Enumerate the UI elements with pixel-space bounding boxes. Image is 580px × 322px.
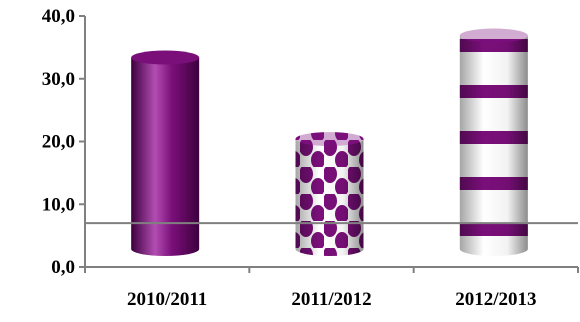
- bars: [131, 28, 528, 257]
- y-tick-label: 20,0: [42, 132, 75, 153]
- x-tick-label: 2011/2012: [291, 289, 371, 310]
- bar-2011/2012: [295, 132, 364, 256]
- y-tick-label: 40,0: [42, 6, 75, 27]
- bar-2010/2011: [131, 50, 200, 257]
- x-axis: 2010/2011 2011/2012 2012/2013: [84, 266, 579, 310]
- y-tick-label: 10,0: [42, 194, 75, 215]
- x-tick-label: 2012/2013: [455, 289, 536, 310]
- bar-2012/2013: [459, 28, 528, 256]
- y-tick-label: 30,0: [42, 69, 75, 90]
- y-axis: 0,0 10,0 20,0 30,0 40,0: [42, 6, 86, 278]
- x-tick-label: 2010/2011: [127, 289, 207, 310]
- y-tick-label: 0,0: [51, 257, 75, 278]
